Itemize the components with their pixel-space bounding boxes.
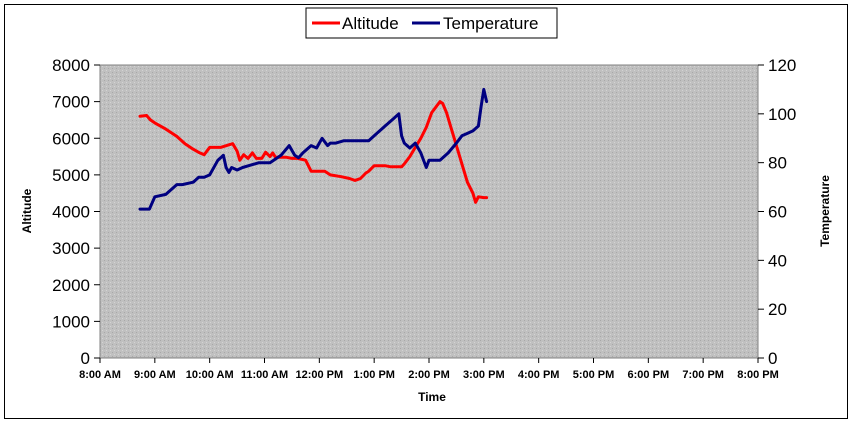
x-tick-label: 8:00 PM xyxy=(737,369,779,381)
y2-tick-label: 60 xyxy=(768,203,787,222)
plot-ticks: 0 1000 2000 3000 4000 5000 6000 7000 8000 0 20 40 60… xyxy=(52,56,796,381)
series-line-temperature xyxy=(138,87,489,211)
y-tick-label: 6000 xyxy=(52,129,90,148)
y-tick-label: 7000 xyxy=(52,93,90,112)
y-tick-label: 5000 xyxy=(52,166,90,185)
x-tick-label: 4:00 PM xyxy=(518,369,560,381)
plot-texture xyxy=(100,65,758,358)
x-tick-label: 8:00 AM xyxy=(79,369,121,381)
y-axis-title: Altitude xyxy=(20,188,34,233)
y-tick-label: 1000 xyxy=(52,312,90,331)
x-tick-label: 11:00 AM xyxy=(241,369,288,381)
y-tick-label: 4000 xyxy=(52,203,90,222)
legend-label-temperature: Temperature xyxy=(443,14,538,33)
x-tick-label: 7:00 PM xyxy=(682,369,724,381)
y2-tick-label: 80 xyxy=(768,154,787,173)
x-axis-title: Time xyxy=(418,390,446,404)
x-tick-label: 6:00 PM xyxy=(628,369,670,381)
y2-tick-label: 0 xyxy=(768,349,777,368)
x-tick-label: 9:00 AM xyxy=(134,369,176,381)
x-tick-label: 3:00 PM xyxy=(463,369,505,381)
x-tick-label: 1:00 PM xyxy=(353,369,395,381)
x-tick-label: 10:00 AM xyxy=(186,369,234,381)
y2-tick-label: 20 xyxy=(768,300,787,319)
x-tick-label: 5:00 PM xyxy=(573,369,615,381)
y-tick-label: 3000 xyxy=(52,239,90,258)
x-tick-label: 2:00 PM xyxy=(408,369,450,381)
y2-tick-label: 120 xyxy=(768,56,796,75)
legend-label-altitude: Altitude xyxy=(342,14,399,33)
y2-tick-label: 40 xyxy=(768,251,787,270)
plot-series xyxy=(138,87,489,211)
y2-tick-label: 100 xyxy=(768,105,796,124)
legend: Altitude Temperature xyxy=(305,7,558,39)
series-line-altitude xyxy=(138,100,489,204)
y2-axis-title: Temperature xyxy=(818,175,832,247)
y-tick-label: 0 xyxy=(81,349,90,368)
y-tick-label: 8000 xyxy=(52,56,90,75)
y-tick-label: 2000 xyxy=(52,276,90,295)
x-tick-label: 12:00 PM xyxy=(295,369,343,381)
